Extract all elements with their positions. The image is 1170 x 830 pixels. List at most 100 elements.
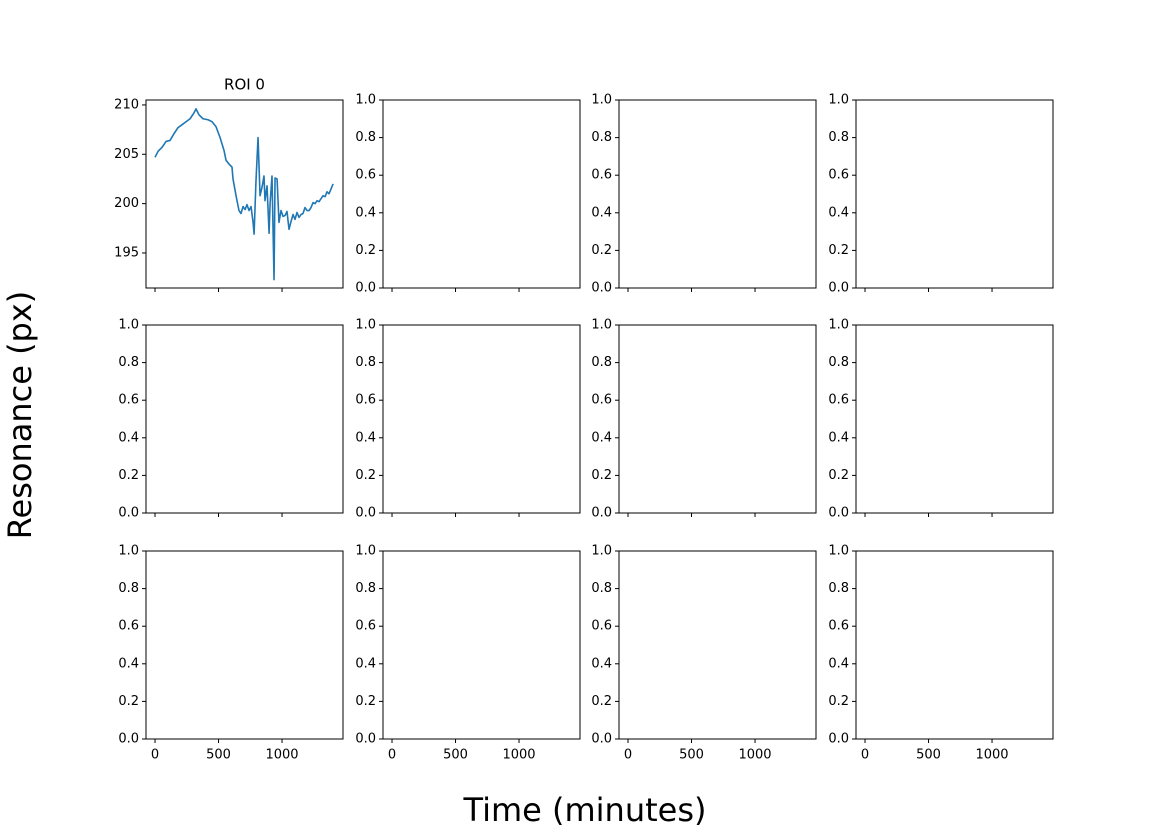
axes-frame [618, 550, 817, 740]
y-tick-label: 205 [114, 147, 139, 162]
y-tick-label: 0.4 [591, 430, 612, 445]
y-tick-label: 0.0 [355, 732, 376, 747]
y-tick-label: 0.8 [355, 581, 376, 596]
y-tick-label: 0.4 [355, 205, 376, 220]
y-tick-label: 0.8 [118, 581, 139, 596]
y-tick-label: 200 [114, 196, 139, 211]
y-tick-label: 0.2 [118, 468, 139, 483]
y-tick-label: 0.2 [591, 694, 612, 709]
y-tick-label: 0.4 [355, 430, 376, 445]
y-tick-label: 0.8 [591, 581, 612, 596]
x-tick-label: 500 [206, 748, 231, 763]
y-tick-label: 0.8 [355, 130, 376, 145]
axes-frame [145, 324, 344, 514]
y-tick-label: 1.0 [591, 93, 612, 108]
y-tick-label: 0.2 [355, 468, 376, 483]
y-tick-label: 0.2 [355, 243, 376, 258]
axes-frame [145, 550, 344, 740]
y-tick-label: 1.0 [355, 318, 376, 333]
y-tick-label: 1.0 [355, 93, 376, 108]
y-tick-label: 0.4 [118, 656, 139, 671]
y-tick-label: 0.6 [355, 168, 376, 183]
y-tick-label: 0.4 [591, 656, 612, 671]
y-tick-label: 1.0 [355, 544, 376, 559]
x-tick-label: 0 [151, 748, 159, 763]
y-tick-label: 0.8 [828, 355, 849, 370]
y-tick-label: 0.6 [591, 393, 612, 408]
y-tick-label: 0.0 [828, 506, 849, 521]
axes-frame [855, 99, 1054, 289]
x-tick-label: 500 [916, 748, 941, 763]
axes-frame [145, 99, 344, 289]
y-tick-label: 1.0 [591, 544, 612, 559]
axes-frame [855, 324, 1054, 514]
axes-frame [382, 99, 581, 289]
y-tick-label: 0.8 [828, 130, 849, 145]
y-tick-label: 1.0 [828, 544, 849, 559]
y-tick-label: 0.2 [591, 468, 612, 483]
x-tick-label: 500 [443, 748, 468, 763]
y-tick-label: 0.0 [118, 732, 139, 747]
y-tick-label: 0.6 [118, 619, 139, 634]
y-tick-label: 0.2 [828, 243, 849, 258]
axes-frame [618, 324, 817, 514]
x-tick-label: 0 [624, 748, 632, 763]
y-tick-label: 0.6 [355, 619, 376, 634]
y-tick-label: 0.4 [591, 205, 612, 220]
x-axis-label: Time (minutes) [463, 791, 707, 829]
x-tick-label: 1000 [265, 748, 298, 763]
axes-frame [382, 324, 581, 514]
data-line [154, 108, 334, 281]
y-tick-label: 0.6 [118, 393, 139, 408]
y-tick-label: 0.8 [118, 355, 139, 370]
axes-frame [382, 550, 581, 740]
y-tick-label: 0.4 [355, 656, 376, 671]
y-tick-label: 1.0 [828, 318, 849, 333]
y-tick-label: 0.2 [118, 694, 139, 709]
x-tick-label: 0 [861, 748, 869, 763]
x-tick-label: 0 [388, 748, 396, 763]
y-tick-label: 0.4 [118, 430, 139, 445]
y-tick-label: 195 [114, 245, 139, 260]
y-tick-label: 1.0 [118, 544, 139, 559]
y-tick-label: 0.0 [355, 506, 376, 521]
y-tick-label: 0.8 [591, 355, 612, 370]
x-tick-label: 1000 [975, 748, 1008, 763]
y-tick-label: 0.6 [355, 393, 376, 408]
y-tick-label: 0.2 [828, 694, 849, 709]
y-tick-label: 0.6 [828, 619, 849, 634]
y-tick-label: 210 [114, 97, 139, 112]
y-tick-label: 0.2 [591, 243, 612, 258]
x-tick-label: 1000 [502, 748, 535, 763]
axes-frame [855, 550, 1054, 740]
y-tick-label: 1.0 [828, 93, 849, 108]
y-tick-label: 0.6 [828, 393, 849, 408]
axes-frame [618, 99, 817, 289]
y-tick-label: 0.0 [355, 281, 376, 296]
y-tick-label: 0.0 [828, 732, 849, 747]
y-tick-label: 0.6 [828, 168, 849, 183]
y-tick-label: 1.0 [118, 318, 139, 333]
y-tick-label: 0.8 [591, 130, 612, 145]
x-tick-label: 500 [679, 748, 704, 763]
y-tick-label: 0.0 [591, 281, 612, 296]
x-tick-label: 1000 [738, 748, 771, 763]
subplot-title: ROI 0 [224, 76, 265, 94]
y-tick-label: 0.0 [118, 506, 139, 521]
y-tick-label: 0.4 [828, 205, 849, 220]
y-tick-label: 0.0 [591, 506, 612, 521]
y-tick-label: 0.0 [828, 281, 849, 296]
y-tick-label: 0.0 [591, 732, 612, 747]
y-tick-label: 0.8 [828, 581, 849, 596]
y-tick-label: 0.8 [355, 355, 376, 370]
y-axis-label: Resonance (px) [1, 291, 39, 540]
y-tick-label: 0.4 [828, 656, 849, 671]
y-tick-label: 0.4 [828, 430, 849, 445]
y-tick-label: 0.2 [828, 468, 849, 483]
y-tick-label: 1.0 [591, 318, 612, 333]
y-tick-label: 0.2 [355, 694, 376, 709]
y-tick-label: 0.6 [591, 168, 612, 183]
y-tick-label: 0.6 [591, 619, 612, 634]
